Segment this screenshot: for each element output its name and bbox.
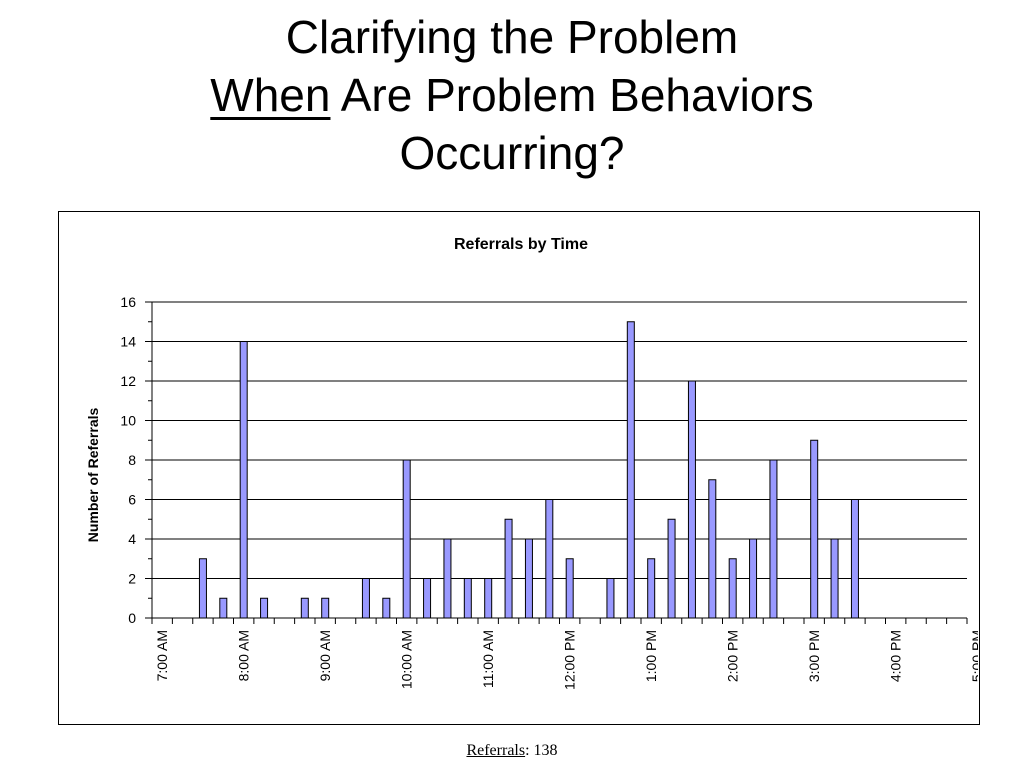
bar: [443, 538, 452, 619]
x-tick-label: 5:00 PM: [969, 630, 978, 682]
x-tick-label: 3:00 PM: [806, 630, 822, 682]
bar: [850, 499, 859, 619]
bar: [423, 578, 432, 619]
title-line-1: Clarifying the Problem: [285, 11, 739, 63]
x-tick-label: 10:00 AM: [399, 630, 415, 689]
bar: [687, 380, 696, 619]
bar: [667, 518, 676, 619]
title-line-3: Occurring?: [399, 127, 625, 179]
slide-title: Clarifying the Problem When Are Problem …: [0, 8, 1024, 182]
x-tick-label: 8:00 AM: [236, 630, 252, 681]
bar: [504, 518, 513, 619]
y-tick-label: 12: [120, 373, 136, 389]
bar: [769, 459, 778, 619]
x-tick-label: 1:00 PM: [643, 630, 659, 682]
bar: [830, 538, 839, 619]
bar: [810, 439, 819, 619]
y-tick-label: 8: [128, 452, 136, 468]
bar: [749, 538, 758, 619]
bar: [402, 459, 411, 619]
y-tick-label: 2: [128, 571, 136, 587]
x-tick-label: 12:00 PM: [562, 630, 578, 690]
title-emphasis-when: When: [210, 69, 331, 121]
bar: [484, 578, 493, 619]
y-axis-label: Number of Referrals: [85, 407, 101, 542]
bar: [219, 597, 228, 619]
title-line-2-rest: Are Problem Behaviors: [330, 69, 814, 121]
chart-frame: Referrals by Time Number of Referrals 0 2…: [58, 211, 980, 725]
bar: [647, 558, 656, 619]
bar: [545, 499, 554, 619]
bar: [524, 538, 533, 619]
y-tick-label: 14: [120, 334, 136, 350]
bar: [198, 558, 207, 619]
y-tick-label: 10: [120, 413, 136, 429]
y-tick-label: 0: [128, 610, 136, 626]
x-tick-label: 7:00 AM: [154, 630, 170, 681]
bar: [321, 597, 330, 619]
bar: [565, 558, 574, 619]
bar: [361, 578, 370, 619]
bar: [300, 597, 309, 619]
bar: [708, 479, 717, 619]
x-tick-label: 2:00 PM: [725, 630, 741, 682]
bar: [260, 597, 269, 619]
x-tick-label: 4:00 PM: [888, 630, 904, 682]
referrals-bar-chart: Referrals by Time Number of Referrals 0 2…: [85, 236, 978, 690]
footer-total: Referrals: 138: [0, 742, 1024, 760]
y-tick-label: 16: [120, 294, 136, 310]
footer-value: : 138: [525, 742, 558, 759]
chart-title: Referrals by Time: [454, 236, 588, 253]
bar: [728, 558, 737, 619]
bar: [606, 578, 615, 619]
bar: [626, 321, 635, 619]
footer-label: Referrals: [466, 742, 526, 759]
x-tick-label: 9:00 AM: [317, 630, 333, 681]
bar: [382, 597, 391, 619]
y-tick-label: 4: [128, 531, 136, 547]
bar: [239, 341, 248, 619]
bar: [463, 578, 472, 619]
y-tick-label: 6: [128, 492, 136, 508]
title-line-2: When Are Problem Behaviors: [0, 66, 1024, 124]
x-tick-label: 11:00 AM: [480, 630, 496, 688]
